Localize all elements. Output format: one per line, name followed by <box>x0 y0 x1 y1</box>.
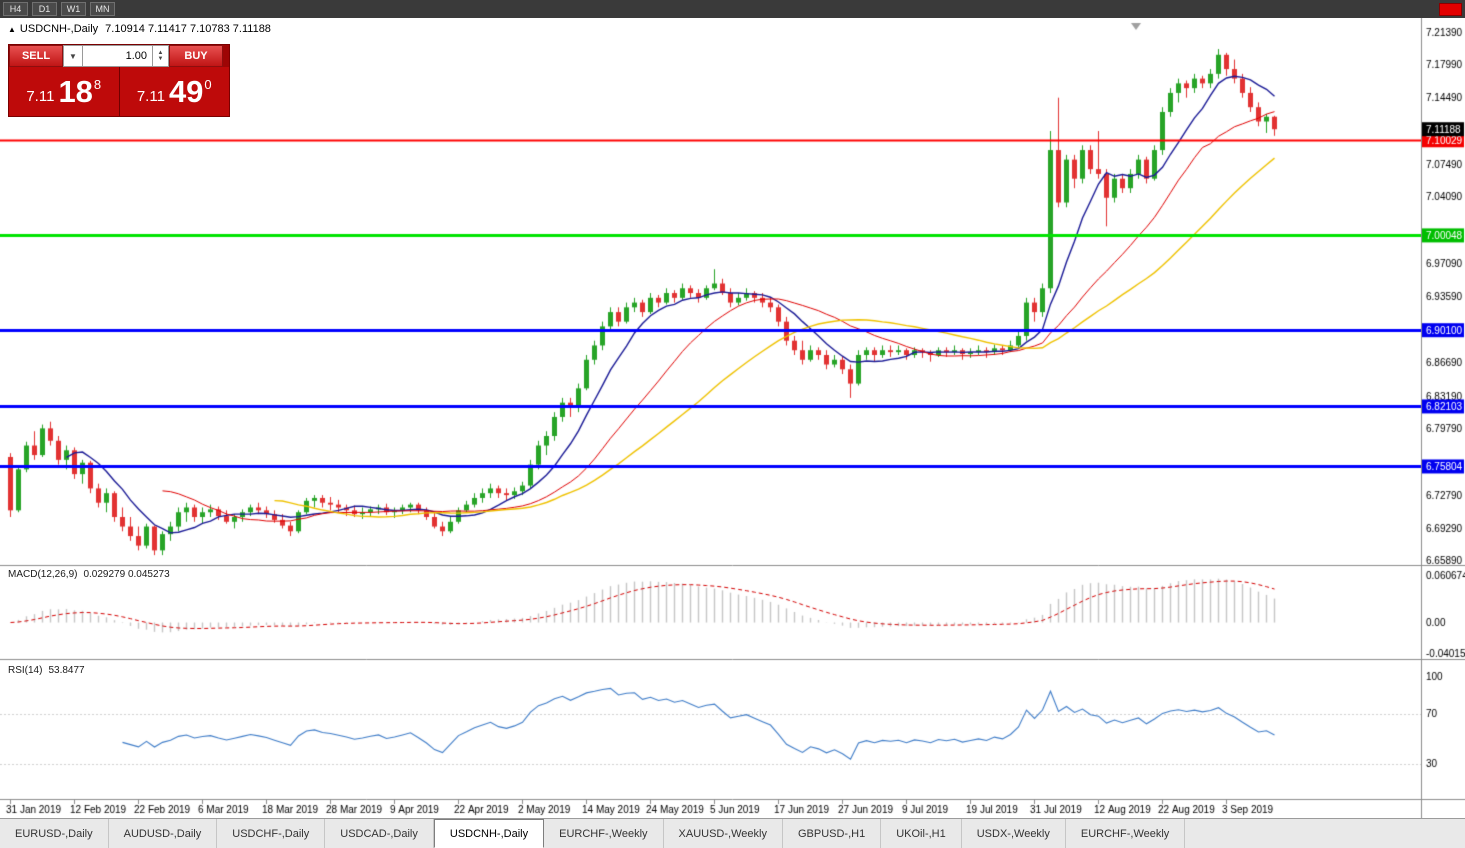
ask-price-panel[interactable]: 7.11 49 0 <box>119 67 229 116</box>
ask-price-point: 0 <box>204 77 212 92</box>
volume-input[interactable] <box>83 45 153 67</box>
timeframe-mn-button[interactable]: MN <box>90 2 115 16</box>
bid-price-pips: 18 <box>58 74 93 109</box>
tab-eurchf-weekly-2[interactable]: EURCHF-,Weekly <box>1066 819 1186 848</box>
ask-price-main: 7.11 <box>136 88 165 105</box>
tab-usdx-weekly[interactable]: USDX-,Weekly <box>962 819 1066 848</box>
buy-button[interactable]: BUY <box>169 45 223 67</box>
timeframe-d1-button[interactable]: D1 <box>32 2 57 16</box>
timeframe-h4-button[interactable]: H4 <box>3 2 28 16</box>
rsi-value: 53.8477 <box>48 665 85 676</box>
macd-values: 0.029279 0.045273 <box>83 569 170 580</box>
tab-usdchf-daily[interactable]: USDCHF-,Daily <box>217 819 326 848</box>
quote-row: 7.11 18 8 7.11 49 0 <box>9 67 229 116</box>
stepper-down-icon[interactable]: ▼ <box>157 56 164 62</box>
tab-usdcad-daily[interactable]: USDCAD-,Daily <box>325 819 434 848</box>
bid-price-panel[interactable]: 7.11 18 8 <box>9 67 119 116</box>
tab-ukoil-h1[interactable]: UKOil-,H1 <box>881 819 962 848</box>
ohlc-values: 7.10914 7.11417 7.10783 7.11188 <box>105 23 271 35</box>
price-chart-canvas[interactable] <box>0 18 1465 818</box>
rsi-indicator-label: RSI(14) 53.8477 <box>8 665 85 676</box>
sell-button[interactable]: SELL <box>9 45 63 67</box>
timeframe-w1-button[interactable]: W1 <box>61 2 86 16</box>
tab-eurchf-weekly[interactable]: EURCHF-,Weekly <box>544 819 664 848</box>
bid-price-point: 8 <box>93 77 102 92</box>
volume-stepper[interactable]: ▲ ▼ <box>153 45 169 67</box>
tab-usdcnh-daily[interactable]: USDCNH-,Daily <box>433 819 545 848</box>
macd-indicator-label: MACD(12,26,9) 0.029279 0.045273 <box>8 569 170 580</box>
toolbar-red-button[interactable] <box>1439 2 1462 16</box>
one-click-trading-widget: SELL ▼ ▲▼ BUY 7.11 18 8 7.11 49 0 <box>8 44 230 117</box>
chart-title: ▲ USDCNH-,Daily 7.10914 7.11417 7.10783 7.… <box>8 23 271 35</box>
macd-name: MACD(12,26,9) <box>8 569 78 580</box>
ask-price-pips: 49 <box>168 74 204 109</box>
volume-dropdown-icon[interactable]: ▼ <box>63 45 83 67</box>
collapse-triangle-icon[interactable]: ▲ <box>8 25 16 34</box>
top-toolbar: H4 D1 W1 MN <box>0 0 1465 18</box>
symbol-label: USDCNH-,Daily <box>19 23 99 35</box>
bid-price-main: 7.11 <box>26 88 55 105</box>
tab-audusd-daily[interactable]: AUDUSD-,Daily <box>109 819 218 848</box>
tab-eurusd-daily[interactable]: EURUSD-,Daily <box>0 819 109 848</box>
rsi-name: RSI(14) <box>8 665 43 676</box>
trade-controls-row: SELL ▼ ▲▼ BUY <box>9 45 229 67</box>
tab-gbpusd-h1[interactable]: GBPUSD-,H1 <box>783 819 882 848</box>
chart-area: ▲ USDCNH-,Daily 7.10914 7.11417 7.10783 7.… <box>0 18 1465 818</box>
chart-tab-bar: EURUSD-,Daily AUDUSD-,Daily USDCHF-,Dail… <box>0 818 1465 848</box>
stepper-up-icon[interactable]: ▲ <box>157 50 164 56</box>
tab-xauusd-weekly[interactable]: XAUUSD-,Weekly <box>664 819 783 848</box>
